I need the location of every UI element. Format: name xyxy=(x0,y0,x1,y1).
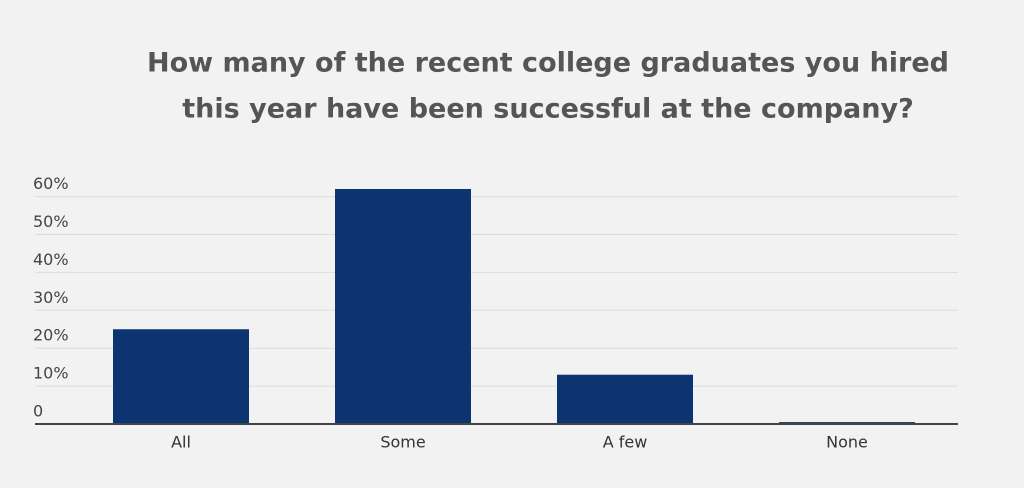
y-tick-label: 40% xyxy=(33,250,69,269)
bar xyxy=(557,374,693,424)
bar xyxy=(335,189,471,424)
bar xyxy=(113,329,249,424)
chart-title: How many of the recent college graduates… xyxy=(147,48,949,79)
y-tick-label: 0 xyxy=(33,402,43,421)
y-tick-label: 50% xyxy=(33,212,69,231)
x-tick-label: Some xyxy=(380,433,425,452)
x-tick-label: A few xyxy=(603,433,648,452)
y-tick-label: 20% xyxy=(33,326,69,345)
x-tick-label: All xyxy=(171,433,191,452)
x-tick-label: None xyxy=(826,433,868,452)
y-tick-label: 60% xyxy=(33,174,69,193)
y-tick-label: 30% xyxy=(33,288,69,307)
chart-title: this year have been successful at the co… xyxy=(182,94,914,125)
y-tick-label: 10% xyxy=(33,364,69,383)
